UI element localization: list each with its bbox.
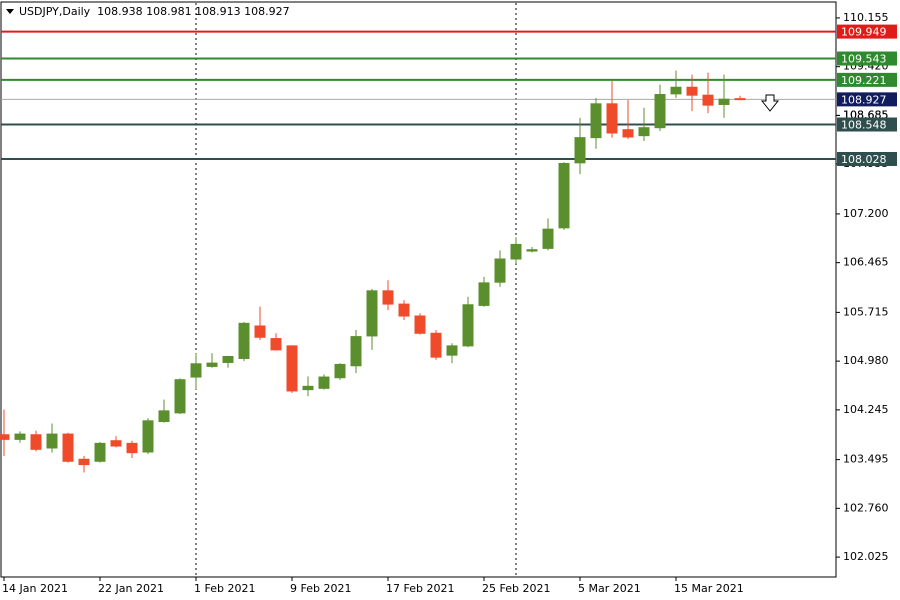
candle-body (190, 363, 202, 378)
x-tick-label: 5 Mar 2021 (578, 582, 641, 595)
price-level-tag (837, 51, 897, 66)
y-tick-label: 102.760 (843, 501, 889, 514)
y-tick-label: 110.155 (843, 11, 889, 24)
candle-body (734, 98, 746, 101)
x-tick-label: 25 Feb 2021 (482, 582, 550, 595)
y-tick-label: 106.465 (843, 256, 889, 269)
y-tick-label: 102.025 (843, 550, 889, 563)
chart-title: USDJPY,Daily 108.938 108.981 108.913 108… (19, 5, 290, 18)
candle-body (78, 458, 90, 466)
candle-body (286, 345, 298, 392)
candle-body (590, 103, 602, 139)
candle-body (94, 442, 106, 462)
x-tick-label: 1 Feb 2021 (194, 582, 255, 595)
candle-body (30, 434, 42, 450)
candle-body (126, 442, 138, 454)
x-tick-label: 14 Jan 2021 (2, 582, 68, 595)
candle-body (46, 433, 58, 449)
price-level-tag (837, 151, 897, 166)
levels (1, 30, 836, 160)
candle-body (174, 379, 186, 414)
candle-body (622, 129, 634, 138)
x-tick-label: 9 Feb 2021 (290, 582, 351, 595)
y-tick-label: 103.495 (843, 453, 889, 466)
price-level-tag (837, 24, 897, 39)
candle-body (318, 376, 330, 389)
candle-body (158, 410, 170, 422)
candle-body (670, 86, 682, 95)
candle-body (526, 249, 538, 252)
candle-body (14, 433, 26, 440)
candle-body (222, 355, 234, 363)
price-level-label: 108.028 (841, 153, 887, 166)
price-level-tag (837, 117, 897, 132)
candle-body (62, 433, 74, 462)
y-tick-label: 104.980 (843, 354, 889, 367)
candle-body (606, 103, 618, 134)
plot-frame (0, 1, 837, 578)
candle-body (718, 98, 730, 105)
candle-body (494, 258, 506, 283)
candle-body (0, 434, 10, 440)
price-level-label: 108.548 (841, 119, 887, 132)
menu-triangle (6, 9, 14, 14)
candle-body (558, 163, 570, 229)
candle-body (414, 315, 426, 334)
candle-body (350, 336, 362, 367)
candle-body (686, 86, 698, 96)
y-tick-label: 107.200 (843, 207, 889, 220)
candles (0, 70, 746, 473)
price-level-label: 109.949 (841, 26, 887, 39)
candle-body (206, 362, 218, 367)
candle-body (382, 290, 394, 305)
price-level-label: 109.221 (841, 74, 887, 87)
y-tick-label: 104.245 (843, 403, 889, 416)
candle-body (238, 322, 250, 359)
candle-body (462, 304, 474, 347)
candle-body (478, 282, 490, 306)
candle-body (638, 127, 650, 137)
price-level-label: 109.543 (841, 53, 887, 66)
price-level-tag (837, 92, 897, 107)
candle-body (446, 345, 458, 356)
price-level-tag (837, 72, 897, 87)
candle-body (142, 420, 154, 453)
candle-body (654, 94, 666, 129)
candle-body (398, 303, 410, 317)
x-tick-label: 17 Feb 2021 (386, 582, 454, 595)
candle-body (334, 363, 346, 379)
candle-body (510, 243, 522, 260)
candle-body (702, 94, 714, 106)
y-tick-label: 105.715 (843, 305, 889, 318)
candle-body (574, 137, 586, 164)
candle-body (542, 228, 554, 249)
price-level-label: 108.927 (841, 93, 887, 106)
candle-body (430, 332, 442, 358)
x-tick-label: 22 Jan 2021 (98, 582, 164, 595)
candle-body (254, 325, 266, 338)
candle-body (366, 290, 378, 337)
sell-arrow (760, 94, 780, 112)
axis: 110.155109.420108.685107.955107.200108.6… (2, 11, 897, 595)
candle-body (110, 440, 122, 447)
candle-body (270, 338, 282, 351)
candle-body (302, 385, 314, 391)
x-tick-label: 15 Mar 2021 (674, 582, 744, 595)
